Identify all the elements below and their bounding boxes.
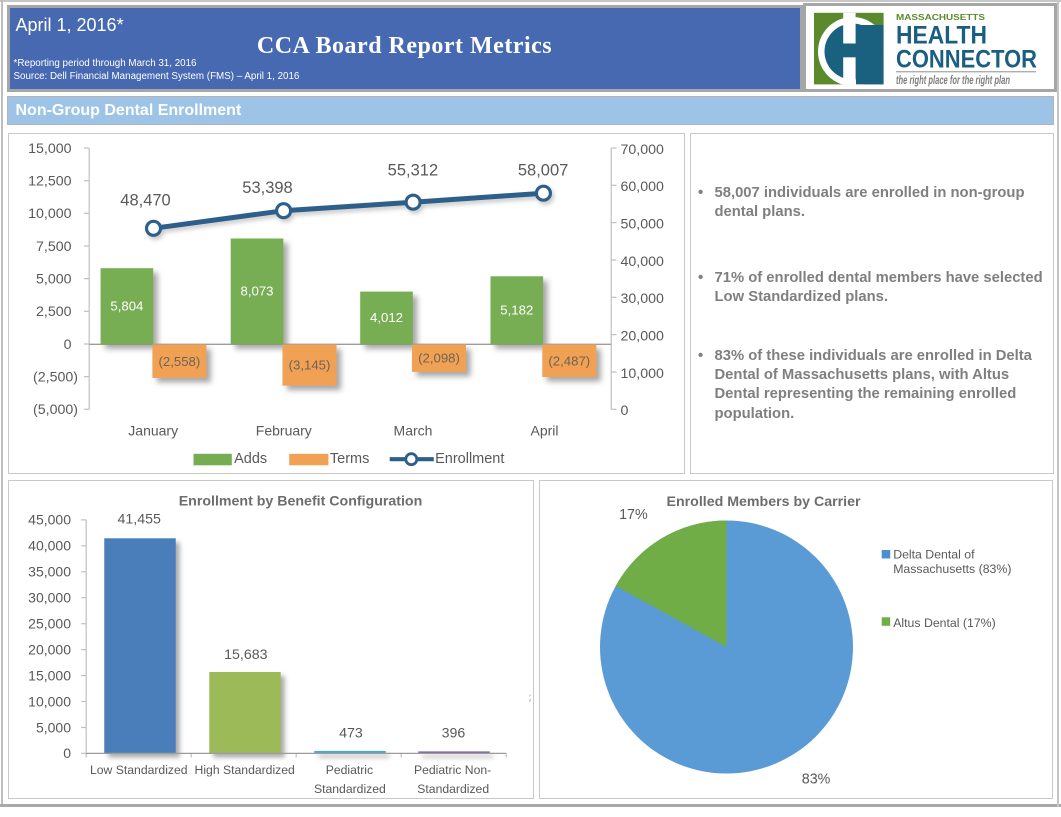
svg-text:0: 0: [63, 745, 71, 761]
svg-text:January: January: [128, 423, 178, 439]
svg-text:30,000: 30,000: [28, 589, 71, 605]
svg-text:12,500: 12,500: [28, 174, 72, 190]
svg-text:(2,487): (2,487): [548, 353, 590, 368]
svg-text:the right place for the right: the right place for the right plan: [896, 73, 1010, 87]
svg-text:5,000: 5,000: [35, 719, 70, 735]
svg-text:17%: 17%: [619, 507, 648, 523]
svg-text:CONNECTOR: CONNECTOR: [896, 45, 1037, 73]
svg-text:High Standardized: High Standardized: [194, 763, 294, 777]
svg-text:0: 0: [63, 337, 71, 353]
svg-text:55,312: 55,312: [387, 162, 437, 180]
svg-text:Massachusetts (83%): Massachusetts (83%): [893, 562, 1011, 576]
svg-text:20,000: 20,000: [620, 328, 664, 344]
svg-text:48,470: 48,470: [120, 192, 170, 210]
svg-text:4,012: 4,012: [369, 310, 402, 325]
svg-text:(2,098): (2,098): [418, 351, 460, 366]
svg-text:10,000: 10,000: [28, 206, 72, 222]
svg-text:58,007: 58,007: [517, 162, 567, 180]
svg-text:15,000: 15,000: [28, 667, 71, 683]
svg-text:(5,000): (5,000): [33, 402, 78, 418]
svg-text:March: March: [393, 423, 432, 439]
svg-text:Adds: Adds: [234, 451, 267, 467]
svg-text:8,073: 8,073: [240, 284, 273, 299]
svg-text:5,000: 5,000: [35, 271, 71, 287]
svg-text:(2,500): (2,500): [33, 369, 78, 385]
svg-text:MASSACHUSETTS: MASSACHUSETTS: [896, 13, 986, 22]
svg-text:45,000: 45,000: [28, 511, 71, 527]
svg-text:83%: 83%: [801, 771, 830, 787]
svg-text:60,000: 60,000: [620, 179, 664, 195]
svg-text:40,000: 40,000: [620, 254, 664, 270]
svg-text:Delta Dental of: Delta Dental of: [893, 547, 975, 561]
svg-text:Standardized: Standardized: [313, 781, 385, 795]
svg-text:473: 473: [339, 725, 363, 741]
svg-text:Enrolled Members by Carrier: Enrolled Members by Carrier: [666, 493, 860, 509]
svg-text:Altus Dental (17%): Altus Dental (17%): [893, 616, 996, 630]
svg-text:15,000: 15,000: [28, 141, 72, 157]
svg-text:35,000: 35,000: [28, 563, 71, 579]
svg-text:2,500: 2,500: [35, 304, 71, 320]
svg-text:2: 2: [528, 693, 531, 704]
svg-text:Enrollment: Enrollment: [435, 451, 504, 467]
svg-text:Enrollment by Benefit Configur: Enrollment by Benefit Configuration: [178, 493, 422, 509]
svg-text:Low Standardized: Low Standardized: [90, 763, 188, 777]
svg-text:30,000: 30,000: [620, 291, 664, 307]
svg-text:10,000: 10,000: [28, 693, 71, 709]
svg-text:Terms: Terms: [329, 451, 368, 467]
svg-text:Standardized: Standardized: [417, 781, 489, 795]
svg-text:396: 396: [441, 725, 465, 741]
svg-text:20,000: 20,000: [28, 641, 71, 657]
svg-text:40,000: 40,000: [28, 537, 71, 553]
svg-text:7,500: 7,500: [35, 239, 71, 255]
svg-text:10,000: 10,000: [620, 366, 664, 382]
svg-text:25,000: 25,000: [28, 615, 71, 631]
svg-text:(3,145): (3,145): [288, 358, 330, 373]
svg-text:5,804: 5,804: [110, 299, 143, 314]
svg-text:February: February: [255, 423, 311, 439]
svg-text:HEALTH: HEALTH: [896, 21, 987, 49]
svg-text:70,000: 70,000: [620, 142, 664, 158]
svg-text:41,455: 41,455: [117, 511, 161, 527]
svg-text:Pediatric Non-: Pediatric Non-: [413, 763, 490, 777]
svg-text:53,398: 53,398: [242, 179, 292, 197]
svg-text:5,182: 5,182: [500, 303, 533, 318]
svg-text:Pediatric: Pediatric: [325, 763, 372, 777]
svg-text:(2,558): (2,558): [158, 354, 200, 369]
svg-text:15,683: 15,683: [224, 647, 268, 663]
svg-text:50,000: 50,000: [620, 216, 664, 232]
svg-text:0: 0: [620, 403, 628, 419]
svg-text:April: April: [530, 423, 558, 439]
